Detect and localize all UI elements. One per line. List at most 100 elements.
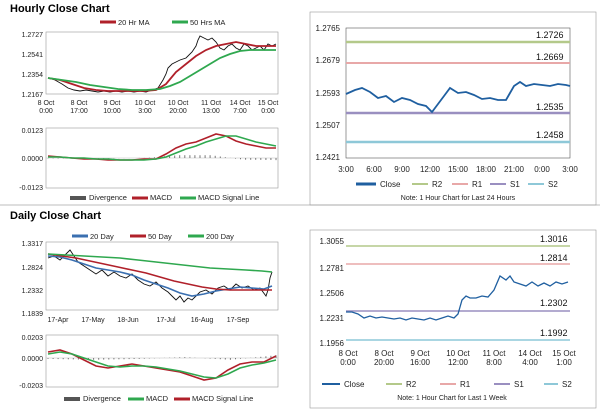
hp-xtick-time: 20:00 (169, 108, 187, 115)
daily-macd-chart: 0.0203 0.0000 -0.0203 Divergence MACD MA… (19, 334, 279, 403)
dp-xtick: 17-Apr (47, 317, 69, 324)
daily-signal-line (47, 351, 277, 379)
hm-ytick: 0.0000 (22, 156, 44, 163)
daily-price-chart: 20 Day 50 Day 200 Day 1.3317 1.2824 1.23… (22, 232, 279, 324)
hp-xtick-day: 10 Oct (135, 100, 156, 107)
dl-legend-close-label: Close (344, 380, 365, 389)
hl-xtick: 18:00 (476, 165, 497, 174)
dl-xtick-day: 8 Oct (374, 349, 394, 358)
hp-ytick: 1.2167 (22, 92, 44, 99)
hl-ytick: 1.2593 (316, 89, 341, 98)
hl-xtick: 12:00 (420, 165, 441, 174)
hl-legend-r1-label: R1 (472, 180, 483, 189)
hp-xtick-time: 7:00 (233, 108, 247, 115)
dl-note: Note: 1 Hour Chart for Last 1 Week (397, 395, 507, 402)
dm-ytick: 0.0000 (22, 356, 44, 363)
hourly-section-title: Hourly Close Chart (10, 3, 110, 15)
hm-ytick: -0.0123 (19, 185, 43, 192)
dl-xtick-time: 12:00 (448, 358, 469, 367)
dp-xtick: 17-Jul (156, 317, 176, 324)
daily-price-line (47, 249, 273, 303)
daily-price-frame (45, 241, 279, 311)
hp-xtick-time: 0:00 (39, 108, 53, 115)
dl-legend-s1-label: S1 (514, 380, 524, 389)
daily-macd-line (47, 349, 277, 381)
legend-macd-label: MACD (150, 193, 173, 202)
legend-divergence-swatch (70, 196, 86, 200)
daily-ma20-line (47, 255, 273, 297)
hl-ytick: 1.2421 (316, 153, 341, 162)
hourly-signal-line (48, 135, 277, 161)
hl-r1-value: 1.2669 (536, 52, 564, 62)
dl-s2-value: 1.1992 (540, 328, 568, 338)
dp-xtick: 18-Jun (117, 317, 139, 324)
hp-xtick-time: 0:00 (261, 108, 275, 115)
hourly-levels-frame (309, 11, 597, 206)
dl-r1-value: 1.2814 (540, 253, 568, 263)
dl-ytick: 1.2231 (320, 314, 345, 323)
hl-ytick: 1.2765 (316, 24, 341, 33)
dl-legend-r2-label: R2 (406, 380, 417, 389)
hl-note: Note: 1 Hour Chart for Last 24 Hours (401, 195, 516, 202)
hl-ytick: 1.2679 (316, 56, 341, 65)
hourly-price-chart: 20 Hr MA 50 Hrs MA 1.2727 1.2541 1.2354 … (22, 18, 279, 115)
hp-ytick: 1.2541 (22, 52, 44, 59)
hl-legend-r2-label: R2 (432, 180, 443, 189)
dl-xtick-day: 11 Oct (483, 349, 507, 358)
hl-xtick: 15:00 (448, 165, 469, 174)
dl-xtick-time: 16:00 (410, 358, 431, 367)
dl-xtick-time: 4:00 (522, 358, 538, 367)
dl-r2-value: 1.3016 (540, 234, 568, 244)
legend-d-divergence-label: Divergence (83, 394, 121, 403)
dp-ytick: 1.2824 (22, 265, 44, 272)
hl-xtick: 3:00 (562, 165, 578, 174)
hp-xtick-time: 13:00 (202, 108, 220, 115)
dl-legend-s2-label: S2 (562, 380, 572, 389)
hl-legend-s1-label: S1 (510, 180, 520, 189)
hl-legend-s2-label: S2 (548, 180, 558, 189)
dm-ytick: -0.0203 (19, 383, 43, 390)
dl-xtick-time: 8:00 (486, 358, 502, 367)
dl-ytick: 1.2506 (320, 289, 345, 298)
legend-20day-label: 20 Day (90, 232, 114, 241)
dl-legend-r1-label: R1 (460, 380, 471, 389)
hl-xtick: 9:00 (394, 165, 410, 174)
legend-divergence-label: Divergence (89, 193, 127, 202)
hp-xtick-day: 15 Oct (258, 100, 279, 107)
dm-ytick: 0.0203 (22, 335, 44, 342)
dp-xtick: 17-May (81, 317, 105, 324)
dl-xtick-time: 0:00 (340, 358, 356, 367)
dl-xtick-day: 10 Oct (446, 349, 470, 358)
hp-xtick-day: 14 Oct (230, 100, 251, 107)
dl-xtick-day: 9 Oct (410, 349, 430, 358)
hp-xtick-time: 17:00 (70, 108, 88, 115)
hourly-ma50-line (47, 49, 276, 91)
hl-xtick: 3:00 (338, 165, 354, 174)
hp-xtick-time: 10:00 (103, 108, 121, 115)
hp-xtick-time: 3:00 (138, 108, 152, 115)
hp-xtick-day: 8 Oct (38, 100, 55, 107)
legend-50day-label: 50 Day (148, 232, 172, 241)
dp-xtick: 17-Sep (227, 317, 250, 324)
hl-s1-value: 1.2535 (536, 102, 564, 112)
hl-s2-value: 1.2458 (536, 130, 564, 140)
hl-xtick: 21:00 (504, 165, 525, 174)
hourly-price-frame (45, 31, 279, 95)
legend-50hr-label: 50 Hrs MA (190, 18, 225, 27)
daily-levels-chart: 1.3016 1.2814 1.2302 1.1992 1.3055 1.278… (309, 229, 597, 409)
hl-r2-value: 1.2726 (536, 30, 564, 40)
daily-divergence-bars (47, 355, 277, 360)
hp-xtick-day: 8 Oct (71, 100, 88, 107)
hl-xtick: 6:00 (366, 165, 382, 174)
hl-ytick: 1.2507 (316, 121, 341, 130)
dp-ytick: 1.1839 (22, 311, 44, 318)
hp-xtick-day: 10 Oct (168, 100, 189, 107)
hourly-divergence-bars (47, 155, 277, 161)
legend-d-divergence-swatch (64, 397, 80, 401)
hp-ytick: 1.2727 (22, 32, 44, 39)
daily-section-title: Daily Close Chart (10, 210, 102, 222)
daily-ma200-line (47, 253, 273, 273)
hl-plot-frame (345, 27, 571, 159)
hp-ytick: 1.2354 (22, 72, 44, 79)
